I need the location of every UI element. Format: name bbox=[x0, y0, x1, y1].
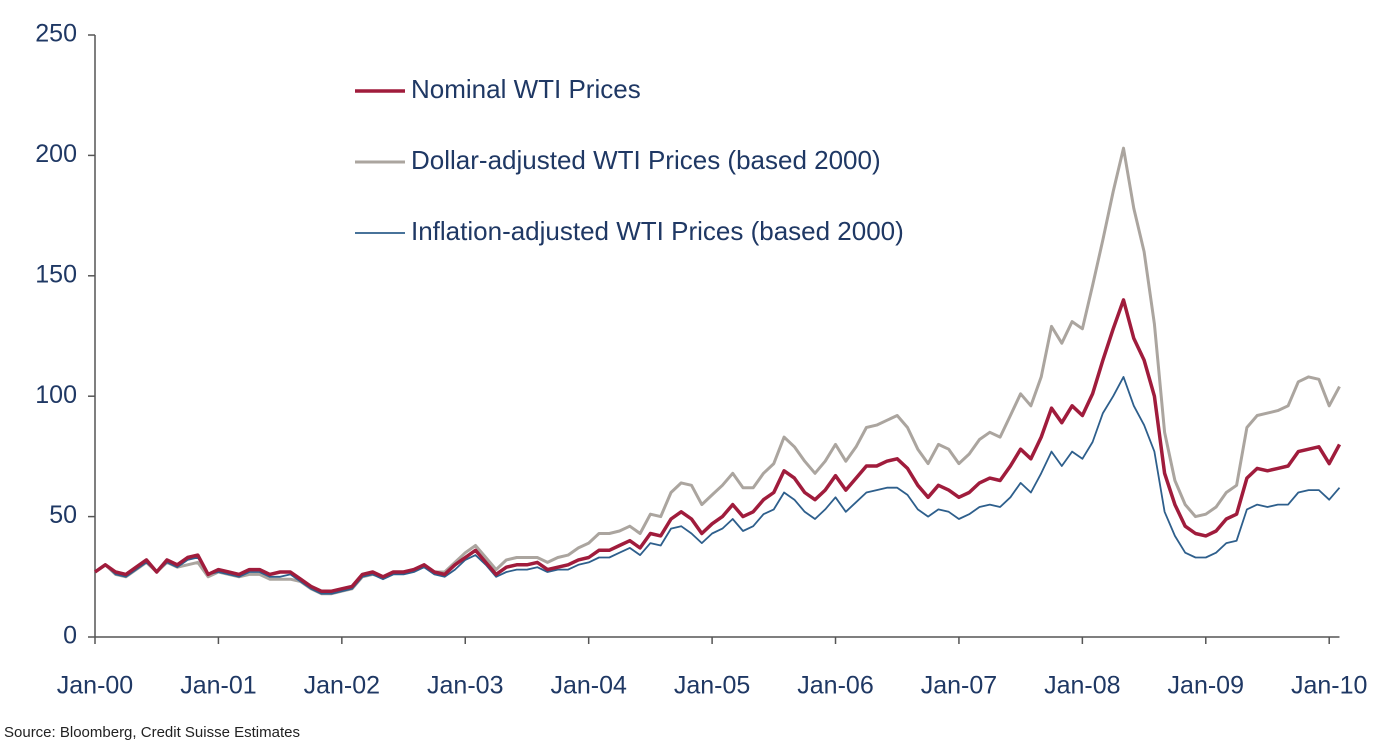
y-tick-label: 200 bbox=[35, 140, 77, 168]
x-tick-label: Jan-04 bbox=[550, 672, 627, 700]
x-tick-label: Jan-03 bbox=[427, 672, 503, 700]
legend-label: Inflation-adjusted WTI Prices (based 200… bbox=[411, 216, 904, 246]
legend-label: Nominal WTI Prices bbox=[411, 74, 641, 104]
x-tick-label: Jan-00 bbox=[57, 672, 133, 700]
y-tick-label: 250 bbox=[35, 20, 77, 48]
x-tick-label: Jan-08 bbox=[1044, 672, 1120, 700]
legend-label: Dollar-adjusted WTI Prices (based 2000) bbox=[411, 145, 881, 175]
x-tick-label: Jan-01 bbox=[180, 672, 256, 700]
y-tick-label: 100 bbox=[35, 381, 77, 409]
x-tick-label: Jan-07 bbox=[921, 672, 997, 700]
series-line bbox=[93, 298, 1342, 593]
x-tick-label: Jan-05 bbox=[674, 672, 750, 700]
y-tick-label: 50 bbox=[49, 501, 77, 529]
x-tick-label: Jan-02 bbox=[304, 672, 380, 700]
x-tick-label: Jan-09 bbox=[1168, 672, 1244, 700]
series-line bbox=[94, 376, 1341, 595]
x-tick-label: Jan-06 bbox=[797, 672, 873, 700]
y-tick-label: 150 bbox=[35, 260, 77, 288]
y-tick-label: 0 bbox=[63, 622, 77, 650]
source-note: Source: Bloomberg, Credit Suisse Estimat… bbox=[4, 724, 300, 741]
x-tick-label: Jan-10 bbox=[1291, 672, 1367, 700]
